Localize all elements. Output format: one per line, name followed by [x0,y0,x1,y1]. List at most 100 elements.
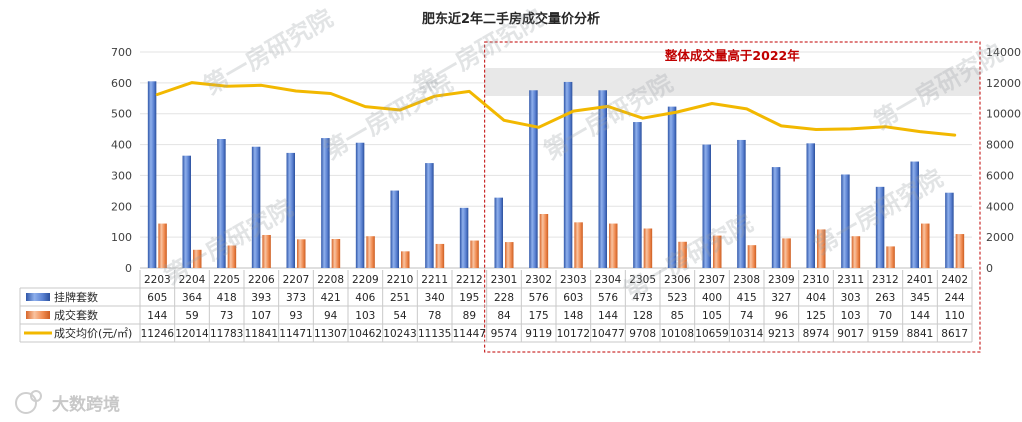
bar-deals [297,239,306,268]
bar-listings [945,192,954,268]
table-cell: 148 [563,310,583,322]
table-cell: 415 [737,292,757,304]
table-cell: 421 [321,292,341,304]
table-cell: 576 [598,292,618,304]
table-cell: 418 [217,292,237,304]
bar-deals [574,222,583,268]
y-right-tick-label: 12000 [986,77,1021,90]
table-cell: 84 [497,310,511,322]
bar-deals [921,223,930,268]
bars-layer [147,81,965,269]
table-cell: 303 [841,292,861,304]
legend-swatch-listings [26,293,50,301]
table-cell: 228 [494,292,514,304]
price-point [329,92,332,95]
y-right-tick-label: 8000 [986,139,1014,152]
table-cell: 144 [598,310,618,322]
bar-deals [678,241,687,268]
y-left-tick-label: 200 [111,200,132,213]
y-right-tick-label: 14000 [986,46,1021,59]
data-table: 2203 2204 2205 2206 2207 2208 2209 2210 2211 2212… [19,270,973,343]
category-label: 2203 [144,274,171,286]
category-label: 2303 [560,274,587,286]
category-label: 2305 [629,274,656,286]
table-cell: 195 [459,292,479,304]
category-label: 2205 [213,274,240,286]
bar-deals [886,246,895,268]
table-cell: 89 [463,310,476,322]
table-cell: 11447 [453,328,486,340]
table-cell: 603 [563,292,583,304]
chart-title: 肥东近2年二手房成交量价分析 [422,11,600,27]
bar-listings [147,81,157,268]
bar-deals [955,234,965,268]
table-cell: 110 [945,310,965,322]
table-cell: 54 [393,310,407,322]
table-cell: 9159 [872,328,899,340]
category-label: 2311 [837,274,864,286]
category-label: 2302 [525,274,552,286]
price-line-layer [155,81,957,137]
bar-deals [782,238,791,268]
table-cell: 576 [529,292,549,304]
category-label: 2310 [803,274,830,286]
table-cell: 10243 [383,328,416,340]
table-cell: 107 [251,310,271,322]
bar-deals [539,214,549,268]
category-label: 2208 [317,274,344,286]
table-cell: 9017 [837,328,864,340]
bar-listings [286,152,295,268]
category-label: 2306 [664,274,691,286]
table-cell: 364 [182,292,202,304]
y-left-tick-label: 0 [125,262,132,275]
y-left-tick-label: 700 [111,46,132,59]
table-cell: 400 [702,292,722,304]
table-cell: 404 [806,292,826,304]
bar-deals [366,236,375,268]
table-cell: 85 [671,310,684,322]
table-cell: 93 [289,310,302,322]
table-cell: 10462 [349,328,382,340]
highlight-box [484,41,981,353]
category-label: 2401 [907,274,934,286]
bar-listings [251,146,261,268]
price-point [156,93,159,96]
price-point [815,128,817,131]
price-point [537,126,540,129]
category-label: 2211 [421,274,448,286]
category-label: 2301 [491,274,518,286]
price-point [711,102,713,105]
table-cell: 59 [185,310,198,322]
table-cell: 8617 [941,328,968,340]
bar-deals [747,245,757,268]
table-cell: 523 [667,292,687,304]
bar-listings [217,139,226,268]
table-cell: 327 [771,292,791,304]
table-cell: 244 [945,292,965,304]
table-cell: 96 [775,310,789,322]
y-left-tick-label: 500 [111,108,132,121]
logo-text: 大数跨境 [52,394,120,415]
category-label: 2204 [179,274,206,286]
bar-listings [494,197,503,268]
bar-listings [390,190,399,268]
bar-listings [841,174,850,268]
table-cell: 8841 [907,328,934,340]
table-cell: 10314 [730,328,764,340]
bar-listings [355,142,365,268]
price-point [503,119,505,122]
table-cell: 11307 [314,328,347,340]
logo-icon [15,392,37,414]
price-point [399,109,401,111]
table-cell: 9708 [629,328,656,340]
table-cell: 10108 [661,328,694,340]
legend-label: 成交套数 [54,308,98,322]
bar-listings [737,139,746,268]
table-cell: 144 [910,310,930,322]
table-cell: 11246 [141,328,175,340]
table-cell: 11135 [418,328,451,340]
bar-listings [702,144,711,268]
bar-listings [598,90,607,269]
y-right-tick-label: 2000 [986,231,1014,244]
y-right-tick-label: 6000 [986,169,1014,182]
